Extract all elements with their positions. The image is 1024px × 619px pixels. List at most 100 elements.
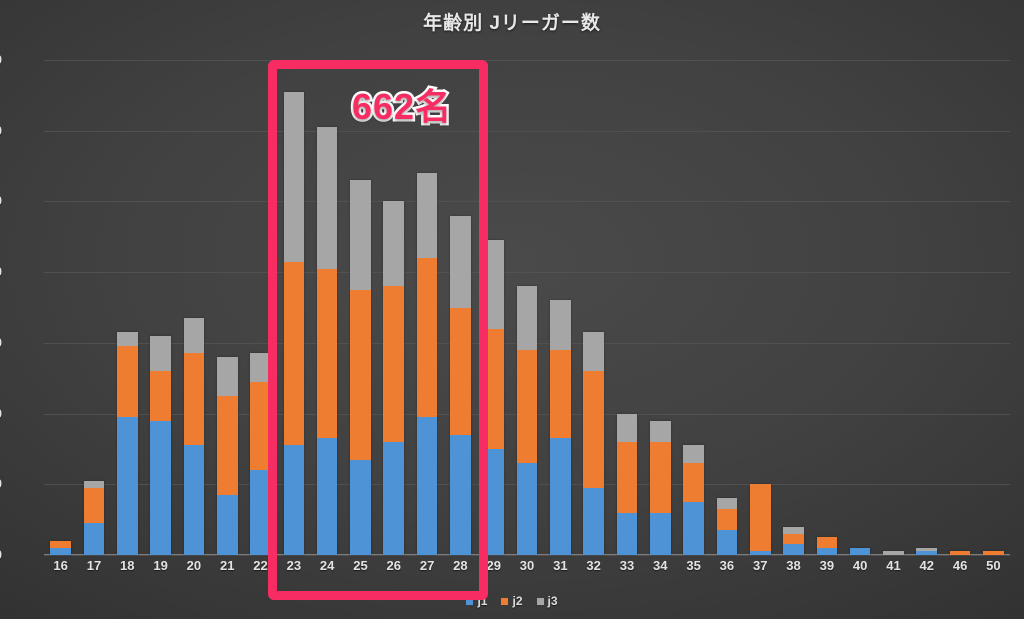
bar-segment-j3[interactable] xyxy=(583,332,604,372)
bar-slot[interactable] xyxy=(510,60,543,555)
bar-segment-j1[interactable] xyxy=(683,501,704,555)
bar-stack[interactable] xyxy=(116,332,138,555)
bar-segment-j3[interactable] xyxy=(250,353,271,382)
bar-slot[interactable] xyxy=(810,60,843,555)
bar-segment-j3[interactable] xyxy=(216,357,238,396)
bar-slot[interactable] xyxy=(444,60,477,555)
bar-segment-j3[interactable] xyxy=(450,215,471,308)
bar-segment-j1[interactable] xyxy=(183,445,205,555)
bar-slot[interactable] xyxy=(977,60,1010,555)
bar-segment-j3[interactable] xyxy=(416,173,438,259)
bar-slot[interactable] xyxy=(244,60,277,555)
bar-segment-j1[interactable] xyxy=(450,434,471,555)
bar-segment-j2[interactable] xyxy=(150,371,171,421)
bar-slot[interactable] xyxy=(943,60,976,555)
bar-segment-j3[interactable] xyxy=(683,445,704,464)
bar-stack[interactable] xyxy=(749,484,771,555)
bar-stack[interactable] xyxy=(816,537,838,555)
bar-segment-j2[interactable] xyxy=(216,395,238,495)
bar-segment-j2[interactable] xyxy=(649,441,671,513)
bar-slot[interactable] xyxy=(410,60,443,555)
bar-segment-j2[interactable] xyxy=(483,328,505,449)
bar-stack[interactable] xyxy=(183,318,205,555)
bar-segment-j2[interactable] xyxy=(516,349,538,464)
bar-segment-j1[interactable] xyxy=(583,487,604,555)
bar-stack[interactable] xyxy=(949,551,971,555)
bar-stack[interactable] xyxy=(550,300,571,555)
bar-stack[interactable] xyxy=(216,357,238,555)
bar-stack[interactable] xyxy=(483,240,505,555)
bar-stack[interactable] xyxy=(150,335,171,555)
bar-slot[interactable] xyxy=(677,60,710,555)
bar-segment-j3[interactable] xyxy=(116,332,138,347)
bar-slot[interactable] xyxy=(144,60,177,555)
bar-segment-j2[interactable] xyxy=(183,353,205,446)
bar-slot[interactable] xyxy=(111,60,144,555)
legend-item[interactable]: j3 xyxy=(536,594,558,608)
bar-segment-j1[interactable] xyxy=(649,512,671,555)
bar-slot[interactable] xyxy=(577,60,610,555)
bar-segment-j1[interactable] xyxy=(83,523,105,555)
bar-segment-j2[interactable] xyxy=(749,484,771,552)
bar-segment-j3[interactable] xyxy=(616,413,638,442)
bar-stack[interactable] xyxy=(916,547,938,555)
bar-stack[interactable] xyxy=(383,201,405,555)
bar-segment-j3[interactable] xyxy=(649,420,671,442)
bar-stack[interactable] xyxy=(583,332,604,555)
bar-segment-j1[interactable] xyxy=(550,438,571,555)
bar-stack[interactable] xyxy=(450,215,471,555)
bar-segment-j3[interactable] xyxy=(150,335,171,372)
bar-segment-j2[interactable] xyxy=(350,289,371,460)
bar-segment-j3[interactable] xyxy=(883,551,904,555)
bar-slot[interactable] xyxy=(844,60,877,555)
bar-segment-j3[interactable] xyxy=(83,480,105,488)
bar-slot[interactable] xyxy=(44,60,77,555)
bar-stack[interactable] xyxy=(616,413,638,555)
bar-segment-j3[interactable] xyxy=(516,286,538,350)
bar-segment-j2[interactable] xyxy=(250,381,271,471)
bar-stack[interactable] xyxy=(250,353,271,555)
bar-segment-j2[interactable] xyxy=(416,258,438,418)
bar-slot[interactable] xyxy=(644,60,677,555)
bar-stack[interactable] xyxy=(516,286,538,555)
bar-segment-j1[interactable] xyxy=(316,438,338,555)
bar-stack[interactable] xyxy=(316,127,338,555)
bar-slot[interactable] xyxy=(877,60,910,555)
bar-stack[interactable] xyxy=(849,547,871,555)
bar-stack[interactable] xyxy=(683,445,704,555)
bar-segment-j2[interactable] xyxy=(816,537,838,548)
bar-segment-j3[interactable] xyxy=(783,526,804,534)
bar-segment-j2[interactable] xyxy=(616,441,638,513)
bar-segment-j3[interactable] xyxy=(550,300,571,350)
bar-segment-j2[interactable] xyxy=(83,487,105,524)
bar-stack[interactable] xyxy=(83,480,105,555)
legend-item[interactable]: j2 xyxy=(501,594,523,608)
bar-slot[interactable] xyxy=(744,60,777,555)
legend-item[interactable]: j1 xyxy=(466,594,487,608)
bar-segment-j1[interactable] xyxy=(283,445,305,555)
bar-slot[interactable] xyxy=(344,60,377,555)
bar-segment-j3[interactable] xyxy=(350,180,371,290)
bar-stack[interactable] xyxy=(283,91,305,555)
bar-stack[interactable] xyxy=(50,540,71,555)
bar-segment-j1[interactable] xyxy=(116,417,138,555)
bar-segment-j2[interactable] xyxy=(949,551,971,555)
bar-slot[interactable] xyxy=(311,60,344,555)
bar-segment-j2[interactable] xyxy=(716,509,738,531)
bar-segment-j1[interactable] xyxy=(849,547,871,555)
bar-slot[interactable] xyxy=(777,60,810,555)
bar-segment-j1[interactable] xyxy=(50,547,71,555)
bar-segment-j2[interactable] xyxy=(683,463,704,502)
bar-segment-j2[interactable] xyxy=(383,286,405,442)
bar-segment-j2[interactable] xyxy=(450,307,471,435)
bar-segment-j3[interactable] xyxy=(283,91,305,262)
bar-slot[interactable] xyxy=(377,60,410,555)
bar-segment-j2[interactable] xyxy=(283,261,305,446)
bar-segment-j1[interactable] xyxy=(783,544,804,555)
bar-segment-j1[interactable] xyxy=(816,547,838,555)
bar-stack[interactable] xyxy=(716,498,738,555)
bar-stack[interactable] xyxy=(783,526,804,555)
bar-segment-j2[interactable] xyxy=(583,371,604,488)
bar-slot[interactable] xyxy=(910,60,943,555)
bar-stack[interactable] xyxy=(883,551,904,555)
